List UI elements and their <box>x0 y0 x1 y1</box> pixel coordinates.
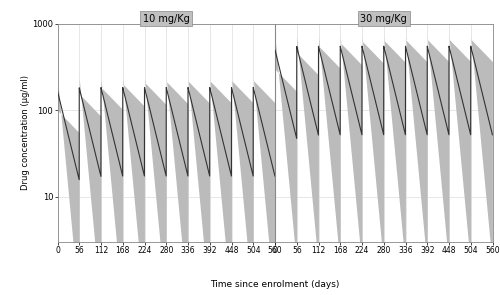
Y-axis label: Drug concentration (μg/ml): Drug concentration (μg/ml) <box>20 75 30 190</box>
Title: 10 mg/Kg: 10 mg/Kg <box>143 14 190 24</box>
Title: 30 mg/Kg: 30 mg/Kg <box>360 14 407 24</box>
Text: Time since enrolment (days): Time since enrolment (days) <box>210 280 340 289</box>
